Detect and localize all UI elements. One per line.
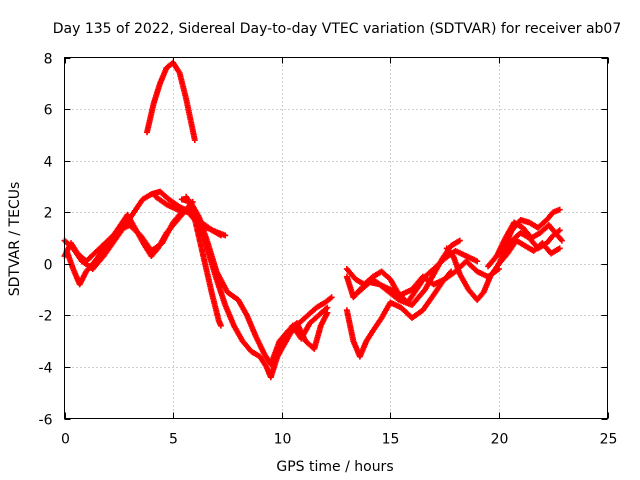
series-arc-g <box>183 193 224 329</box>
data-point <box>556 245 563 252</box>
series-arc-e <box>152 193 331 381</box>
x-tick-label: 10 <box>274 432 292 448</box>
y-tick-label: 0 <box>44 258 53 274</box>
axis-ticks: 0 5 10 15 20 25 -6 -4 -2 0 2 4 6 8 <box>39 52 618 448</box>
x-tick-label: 20 <box>491 432 509 448</box>
data-point <box>558 237 565 244</box>
y-tick-label: -4 <box>39 361 53 377</box>
x-axis-label: GPS time / hours <box>276 459 393 475</box>
data-point <box>474 258 481 265</box>
y-axis-label: SDTVAR / TECUs <box>7 182 23 297</box>
series-arc-h <box>270 294 335 368</box>
y-tick-label: 6 <box>44 103 53 119</box>
y-tick-label: 4 <box>44 155 53 171</box>
x-tick-label: 5 <box>169 432 178 448</box>
series-arc-d <box>144 59 198 144</box>
series-arc-f <box>178 196 331 368</box>
series-arc-o <box>485 219 565 270</box>
plot-frame <box>64 57 608 419</box>
x-tick-label: 0 <box>61 432 70 448</box>
chart-title: Day 135 of 2022, Sidereal Day-to-day VTE… <box>53 21 622 37</box>
data-point <box>222 232 229 239</box>
data-point <box>324 304 331 311</box>
data-series <box>61 59 565 381</box>
series-arc-l <box>352 237 463 309</box>
y-tick-label: -6 <box>39 413 53 429</box>
y-tick-label: 8 <box>44 52 53 68</box>
x-tick-label: 25 <box>600 432 618 448</box>
x-tick-label: 15 <box>382 432 400 448</box>
data-point <box>456 237 463 244</box>
grid-lines <box>64 57 608 419</box>
data-point <box>217 322 224 329</box>
series-arc-c <box>63 198 196 288</box>
series-arc-p <box>495 237 563 267</box>
data-point <box>448 268 455 275</box>
series-arc-j <box>343 247 481 306</box>
data-point <box>556 206 563 213</box>
data-point <box>556 227 563 234</box>
y-tick-label: -2 <box>39 309 53 325</box>
series-arc-k <box>343 268 455 360</box>
data-point <box>328 294 335 301</box>
data-point <box>324 309 331 316</box>
y-tick-label: 2 <box>44 206 53 222</box>
data-point <box>191 137 198 144</box>
